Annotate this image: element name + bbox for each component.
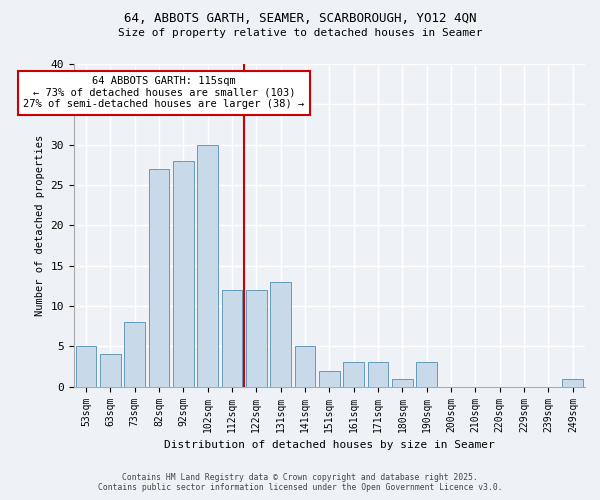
Bar [149, 169, 169, 386]
Bar [368, 362, 388, 386]
Bar [173, 161, 194, 386]
Bar [246, 290, 266, 386]
Bar [562, 378, 583, 386]
Bar [343, 362, 364, 386]
Text: 64, ABBOTS GARTH, SEAMER, SCARBOROUGH, YO12 4QN: 64, ABBOTS GARTH, SEAMER, SCARBOROUGH, Y… [124, 12, 476, 26]
X-axis label: Distribution of detached houses by size in Seamer: Distribution of detached houses by size … [164, 440, 495, 450]
Bar [295, 346, 316, 387]
Bar [416, 362, 437, 386]
Text: 64 ABBOTS GARTH: 115sqm
← 73% of detached houses are smaller (103)
27% of semi-d: 64 ABBOTS GARTH: 115sqm ← 73% of detache… [23, 76, 304, 110]
Bar [100, 354, 121, 386]
Bar [76, 346, 96, 387]
Y-axis label: Number of detached properties: Number of detached properties [35, 134, 45, 316]
Text: Contains HM Land Registry data © Crown copyright and database right 2025.
Contai: Contains HM Land Registry data © Crown c… [98, 473, 502, 492]
Bar [221, 290, 242, 386]
Bar [319, 370, 340, 386]
Text: Size of property relative to detached houses in Seamer: Size of property relative to detached ho… [118, 28, 482, 38]
Bar [271, 282, 291, 387]
Bar [197, 144, 218, 386]
Bar [124, 322, 145, 386]
Bar [392, 378, 413, 386]
